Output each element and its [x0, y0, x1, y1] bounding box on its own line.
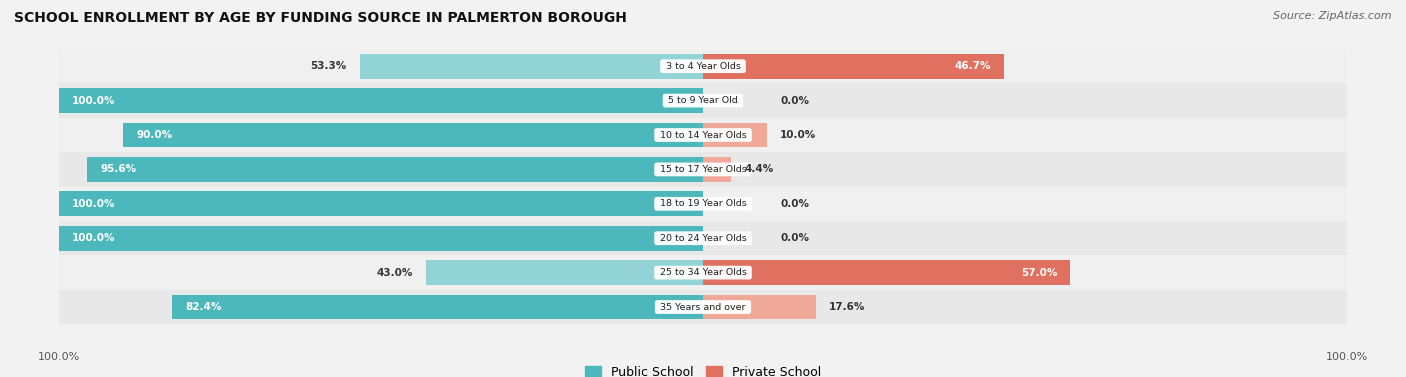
Text: 3 to 4 Year Olds: 3 to 4 Year Olds — [662, 62, 744, 71]
Bar — [59, 192, 703, 216]
Bar — [87, 157, 703, 182]
Text: 0.0%: 0.0% — [780, 233, 810, 243]
Text: 10.0%: 10.0% — [780, 130, 817, 140]
Text: 95.6%: 95.6% — [100, 164, 136, 175]
Text: 90.0%: 90.0% — [136, 130, 173, 140]
Bar — [59, 226, 703, 251]
Text: 46.7%: 46.7% — [955, 61, 991, 71]
Bar — [703, 123, 768, 147]
Text: 15 to 17 Year Olds: 15 to 17 Year Olds — [657, 165, 749, 174]
Text: 4.4%: 4.4% — [744, 164, 773, 175]
Text: 43.0%: 43.0% — [377, 268, 413, 277]
Text: 25 to 34 Year Olds: 25 to 34 Year Olds — [657, 268, 749, 277]
Legend: Public School, Private School: Public School, Private School — [585, 366, 821, 377]
Text: 100.0%: 100.0% — [72, 233, 115, 243]
Bar — [703, 260, 1070, 285]
Text: 100.0%: 100.0% — [72, 96, 115, 106]
Text: 0.0%: 0.0% — [780, 199, 810, 209]
Bar — [59, 88, 703, 113]
Text: 35 Years and over: 35 Years and over — [657, 302, 749, 311]
Bar — [59, 290, 1347, 324]
Text: 53.3%: 53.3% — [311, 61, 347, 71]
Text: SCHOOL ENROLLMENT BY AGE BY FUNDING SOURCE IN PALMERTON BOROUGH: SCHOOL ENROLLMENT BY AGE BY FUNDING SOUR… — [14, 11, 627, 25]
Bar — [59, 83, 1347, 118]
Bar — [124, 123, 703, 147]
Bar — [59, 118, 1347, 152]
Text: 82.4%: 82.4% — [186, 302, 222, 312]
Text: Source: ZipAtlas.com: Source: ZipAtlas.com — [1274, 11, 1392, 21]
Bar — [59, 187, 1347, 221]
Text: 100.0%: 100.0% — [38, 352, 80, 362]
Bar — [703, 54, 1004, 78]
Bar — [360, 54, 703, 78]
Text: 100.0%: 100.0% — [1326, 352, 1368, 362]
Bar — [426, 260, 703, 285]
Text: 57.0%: 57.0% — [1021, 268, 1057, 277]
Text: 10 to 14 Year Olds: 10 to 14 Year Olds — [657, 130, 749, 139]
Bar — [59, 256, 1347, 290]
Text: 17.6%: 17.6% — [830, 302, 866, 312]
Text: 0.0%: 0.0% — [780, 96, 810, 106]
Text: 20 to 24 Year Olds: 20 to 24 Year Olds — [657, 234, 749, 243]
Text: 18 to 19 Year Olds: 18 to 19 Year Olds — [657, 199, 749, 208]
Bar — [59, 49, 1347, 83]
Text: 5 to 9 Year Old: 5 to 9 Year Old — [665, 96, 741, 105]
Bar — [703, 157, 731, 182]
Bar — [703, 295, 817, 319]
Bar — [59, 152, 1347, 187]
Bar — [59, 221, 1347, 256]
Bar — [173, 295, 703, 319]
Text: 100.0%: 100.0% — [72, 199, 115, 209]
